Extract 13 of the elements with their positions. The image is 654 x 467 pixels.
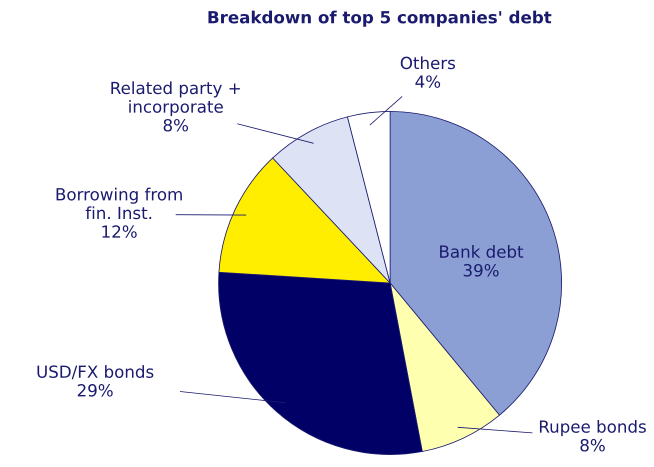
slice-label: Borrowing from fin. Inst. [56,188,182,220]
slice-label: Rupee bonds [540,420,646,436]
chart-title: Breakdown of top 5 companies' debt [208,10,552,27]
data-label: 12% [102,225,137,238]
data-label: 29% [78,384,113,397]
slice-label: Related party + incorporate [111,81,240,116]
slice-label: Others [400,56,456,70]
slice-label: Bank debt [440,245,524,258]
data-label: 4% [415,75,440,88]
slice-label: USD/FX bonds [37,365,154,380]
data-label: 8% [164,118,188,132]
data-label: 8% [580,438,605,452]
data-label: 39% [464,264,499,277]
